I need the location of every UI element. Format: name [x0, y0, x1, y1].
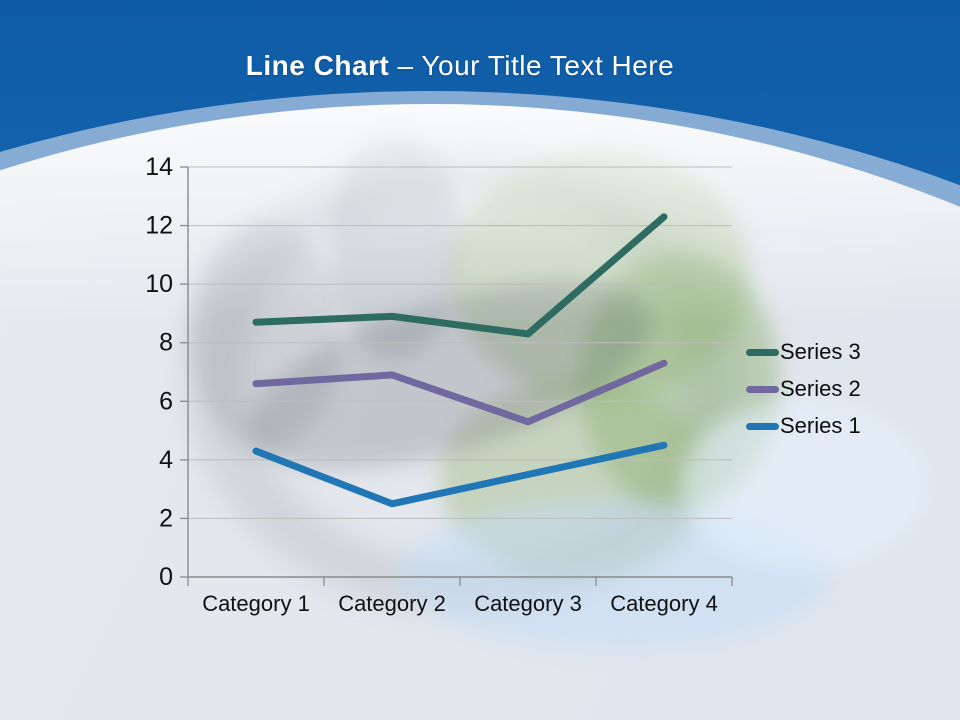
y-tick-label: 2	[159, 504, 173, 532]
series-3-marker	[746, 348, 779, 356]
series-1-marker	[746, 422, 779, 430]
y-tick-label: 4	[159, 446, 173, 474]
slide-title: Line Chart – Your Title Text Here	[0, 50, 920, 82]
slide-title-bold: Line Chart	[245, 50, 390, 81]
series-2-marker	[746, 385, 779, 393]
legend-label: Series 3	[780, 339, 861, 364]
x-category-label: Category 3	[474, 591, 582, 616]
legend-item-series-2: Series 2	[746, 374, 861, 404]
y-tick-label: 6	[159, 387, 173, 415]
y-tick-label: 12	[145, 212, 173, 240]
x-category-label: Category 1	[202, 591, 310, 616]
y-tick-label: 14	[145, 153, 173, 181]
series-line-3	[252, 213, 668, 338]
chart-legend: Series 3 Series 2 Series 1	[746, 337, 861, 441]
x-category-label: Category 4	[610, 591, 718, 616]
y-tick-label: 8	[159, 329, 173, 357]
y-tick-label: 10	[145, 270, 173, 298]
legend-label: Series 1	[780, 413, 861, 438]
background-image	[0, 104, 960, 720]
legend-label: Series 2	[780, 376, 861, 401]
body-ellipse	[0, 104, 960, 720]
slide-title-regular: – Your Title Text Here	[389, 50, 675, 81]
y-tick-label: 0	[159, 563, 173, 591]
series-line-2	[252, 359, 668, 426]
legend-item-series-3: Series 3	[746, 337, 861, 367]
series-line-1	[252, 441, 668, 508]
legend-item-series-1: Series 1	[746, 411, 861, 441]
x-category-label: Category 2	[338, 591, 446, 616]
